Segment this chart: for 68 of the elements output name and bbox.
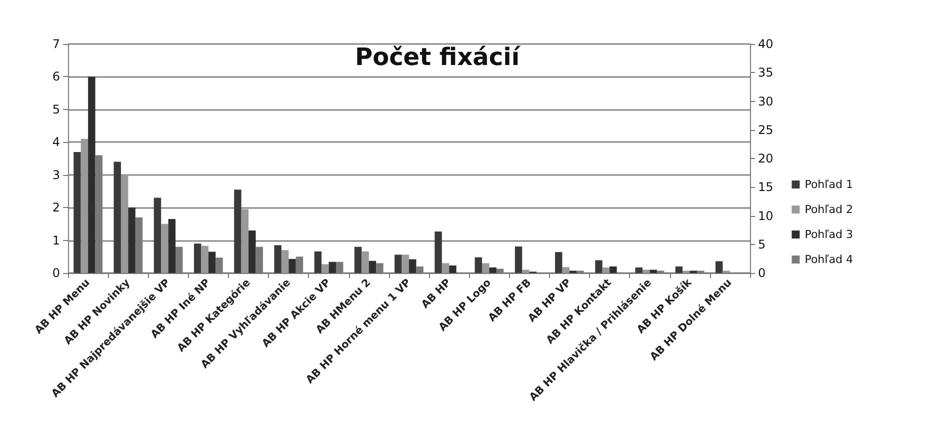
y-tick-label: 3 <box>52 168 60 182</box>
bar <box>675 266 683 273</box>
bar <box>442 263 450 273</box>
bar <box>402 254 409 273</box>
y2-tick-label: 15 <box>758 180 774 194</box>
bar <box>322 264 329 273</box>
bar <box>642 270 650 273</box>
bar <box>154 198 162 273</box>
bar <box>241 209 249 273</box>
bar <box>194 244 202 273</box>
bar <box>74 152 81 273</box>
bar <box>234 190 242 273</box>
bar <box>88 76 96 273</box>
y-tick-label: 1 <box>52 233 60 248</box>
bar <box>288 258 296 273</box>
bar <box>201 246 208 273</box>
bar <box>362 251 369 273</box>
bar <box>434 231 442 273</box>
bar <box>368 260 376 273</box>
bar <box>168 219 176 273</box>
bar <box>409 259 416 273</box>
y2-tick-label: 10 <box>758 208 774 223</box>
bar <box>602 267 610 273</box>
bar <box>650 270 657 273</box>
y-tick-label: 5 <box>52 102 60 116</box>
bar <box>635 267 642 273</box>
y2-tick-label: 40 <box>758 37 774 51</box>
bar <box>514 246 522 273</box>
bar <box>489 267 496 273</box>
bar <box>562 267 570 273</box>
y-tick-label: 7 <box>52 37 60 51</box>
y-tick-label: 0 <box>52 266 60 280</box>
y-tick-label: 6 <box>52 70 60 84</box>
y2-tick-label: 35 <box>758 66 774 80</box>
y2-tick-label: 5 <box>758 237 766 252</box>
y-tick-label: 2 <box>52 200 60 215</box>
y2-tick-label: 20 <box>758 152 774 166</box>
bar <box>482 263 490 273</box>
bar <box>128 208 136 273</box>
chart-title: Počet fixácií <box>355 43 522 71</box>
bar <box>314 251 322 273</box>
bar <box>114 162 121 273</box>
bar <box>248 230 256 273</box>
y-tick-label: 4 <box>52 135 60 150</box>
y2-tick-label: 30 <box>758 94 774 108</box>
legend-label: Pohľad 2 <box>804 203 854 216</box>
bar <box>716 261 723 273</box>
bar <box>120 174 128 273</box>
bar <box>449 265 456 273</box>
bar <box>555 252 562 273</box>
legend-label: Pohľad 1 <box>804 178 854 191</box>
bar <box>281 250 289 273</box>
bar <box>474 257 482 273</box>
bar <box>354 246 362 273</box>
legend-label: Pohľad 4 <box>804 253 854 266</box>
y2-tick-label: 25 <box>758 122 774 137</box>
bar <box>328 262 336 273</box>
bar <box>394 254 402 273</box>
x-tick-label: AB HP <box>419 276 454 311</box>
bar <box>274 245 282 273</box>
bar <box>208 252 216 273</box>
bar <box>595 260 602 273</box>
bar <box>610 266 617 273</box>
legend-label: Pohľad 3 <box>804 228 854 241</box>
bar <box>161 224 168 273</box>
bar <box>80 138 88 273</box>
y2-tick-label: 0 <box>758 266 766 280</box>
bar <box>522 270 530 273</box>
